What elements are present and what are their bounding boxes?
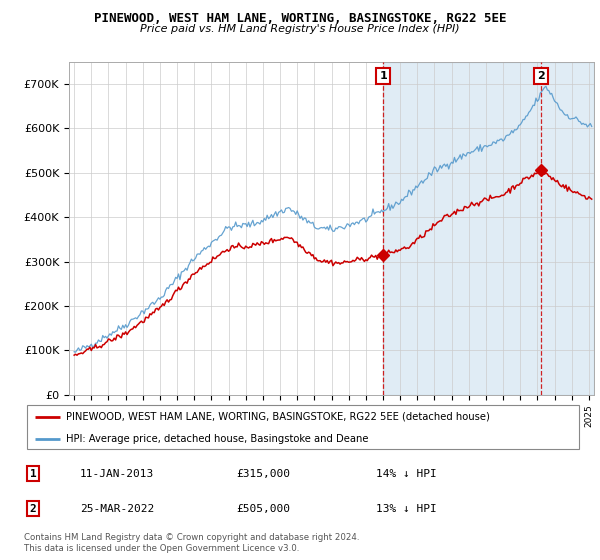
Text: £315,000: £315,000: [236, 469, 290, 479]
Text: 1: 1: [380, 71, 388, 81]
Text: PINEWOOD, WEST HAM LANE, WORTING, BASINGSTOKE, RG22 5EE: PINEWOOD, WEST HAM LANE, WORTING, BASING…: [94, 12, 506, 25]
Text: 1: 1: [29, 469, 37, 479]
Text: 11-JAN-2013: 11-JAN-2013: [80, 469, 154, 479]
Text: 25-MAR-2022: 25-MAR-2022: [80, 504, 154, 514]
Text: 2: 2: [538, 71, 545, 81]
Bar: [383, 62, 594, 395]
Text: £505,000: £505,000: [236, 504, 290, 514]
Text: Price paid vs. HM Land Registry's House Price Index (HPI): Price paid vs. HM Land Registry's House …: [140, 24, 460, 34]
Text: 2: 2: [29, 504, 37, 514]
FancyBboxPatch shape: [27, 405, 579, 449]
Text: 13% ↓ HPI: 13% ↓ HPI: [376, 504, 436, 514]
Text: 14% ↓ HPI: 14% ↓ HPI: [376, 469, 436, 479]
Text: PINEWOOD, WEST HAM LANE, WORTING, BASINGSTOKE, RG22 5EE (detached house): PINEWOOD, WEST HAM LANE, WORTING, BASING…: [66, 412, 490, 422]
Text: HPI: Average price, detached house, Basingstoke and Deane: HPI: Average price, detached house, Basi…: [66, 434, 368, 444]
Text: Contains HM Land Registry data © Crown copyright and database right 2024.
This d: Contains HM Land Registry data © Crown c…: [24, 533, 359, 553]
